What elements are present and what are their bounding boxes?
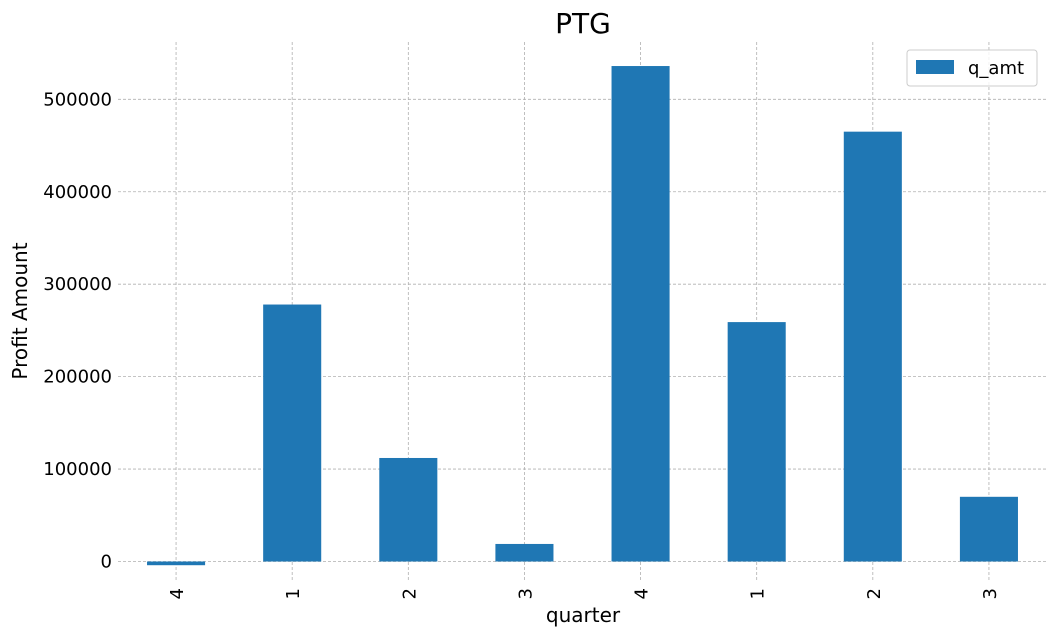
y-tick-label: 300000 — [43, 274, 112, 295]
legend-frame — [906, 49, 1038, 87]
bar — [611, 66, 670, 562]
x-tick-label: 2 — [399, 588, 420, 599]
x-tick-label: 3 — [515, 588, 536, 599]
x-tick-label: 1 — [748, 588, 769, 599]
x-tick-label: 4 — [167, 588, 188, 599]
grid-lines — [118, 42, 1047, 580]
y-tick-label: 100000 — [43, 459, 112, 480]
y-tick-label: 200000 — [43, 367, 112, 388]
legend-label: q_amt — [968, 58, 1024, 79]
bars — [147, 66, 1018, 566]
chart-title: PTG — [555, 7, 611, 40]
x-tick-label: 1 — [283, 588, 304, 599]
bar — [147, 561, 206, 566]
y-tick-label: 500000 — [43, 89, 112, 110]
bar — [379, 457, 438, 562]
y-axis-label: Profit Amount — [8, 242, 32, 379]
x-tick-label: 3 — [980, 588, 1001, 599]
y-tick-label: 400000 — [43, 182, 112, 203]
bar — [843, 131, 902, 562]
bar — [727, 322, 786, 562]
bar — [263, 304, 322, 562]
x-tick-label: 2 — [864, 588, 885, 599]
y-tick-labels: 0 100000 200000 300000 400000 500000 — [43, 89, 112, 572]
legend-swatch — [916, 60, 954, 74]
x-tick-label: 4 — [632, 588, 653, 599]
y-tick-label: 0 — [101, 552, 112, 573]
bar — [495, 543, 554, 562]
legend: q_amt — [906, 49, 1038, 87]
x-tick-labels: 4 1 2 3 4 1 2 3 — [167, 588, 1001, 599]
bar — [959, 496, 1018, 562]
x-axis-label: quarter — [546, 603, 621, 627]
